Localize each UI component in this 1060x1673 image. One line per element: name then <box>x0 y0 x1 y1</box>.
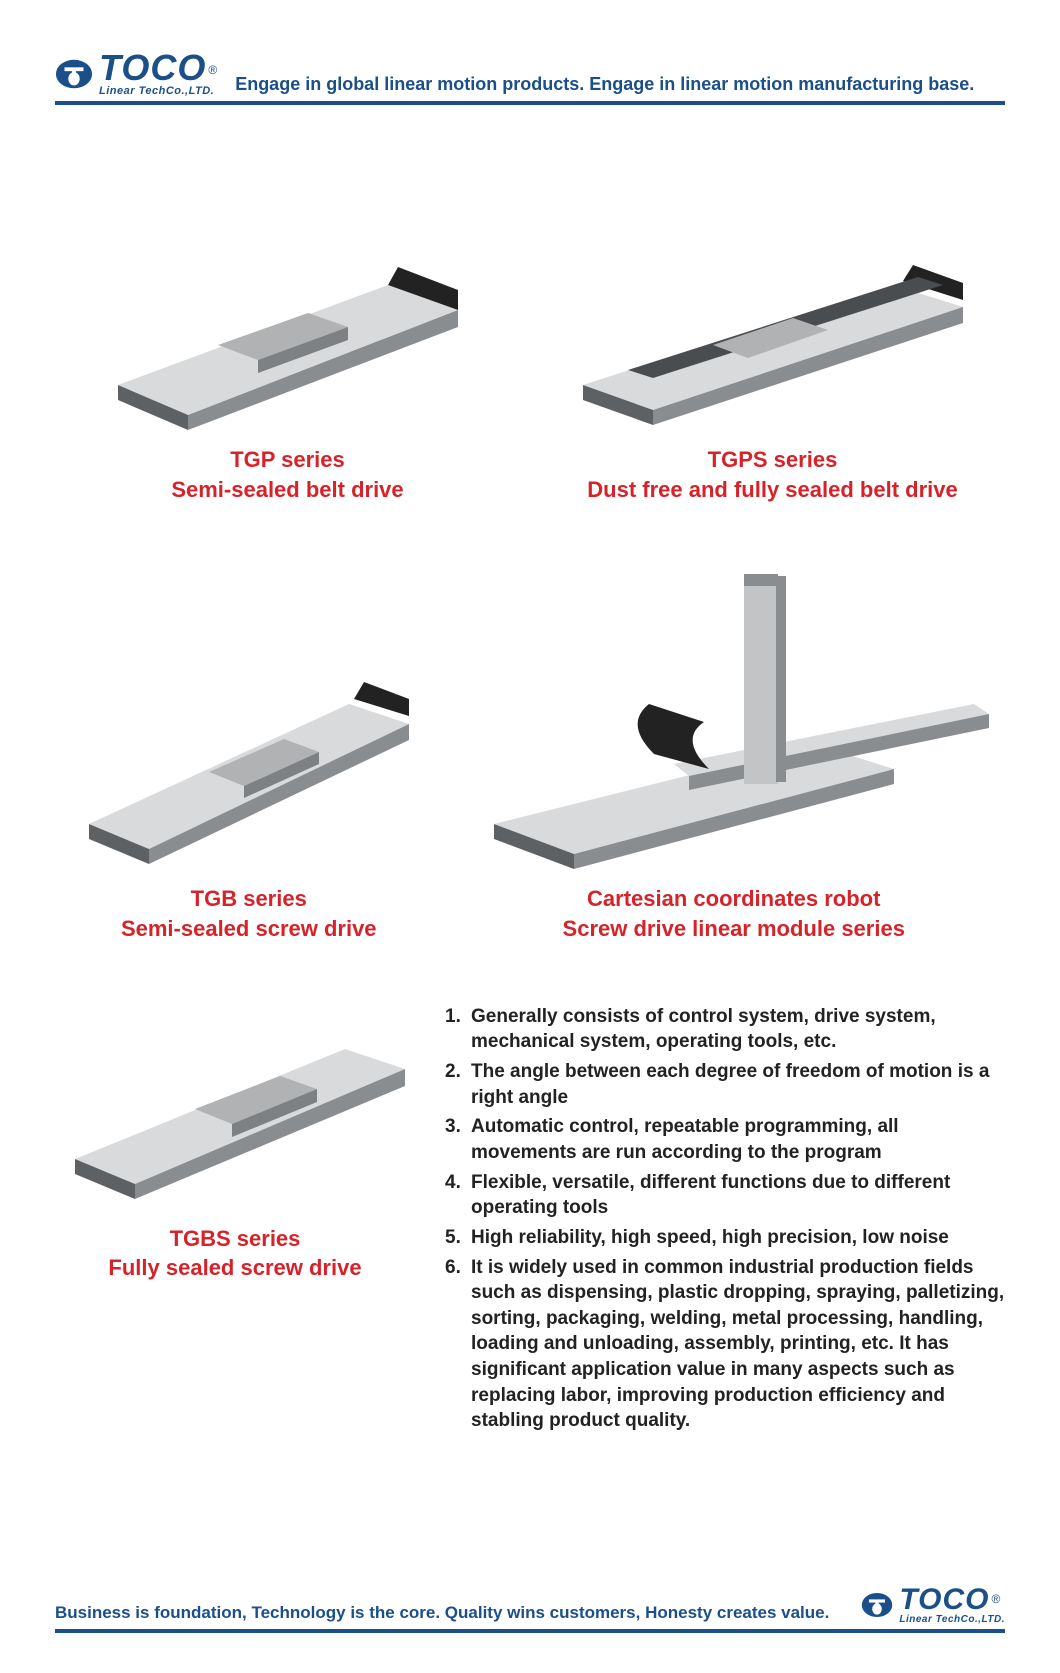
product-title-line2: Semi-sealed belt drive <box>171 477 403 502</box>
product-image <box>55 994 415 1214</box>
feature-text: Flexible, versatile, different functions… <box>471 1170 1005 1221</box>
product-row: TGBS series Fully sealed screw drive 1.G… <box>55 994 1005 1438</box>
feature-item: 1.Generally consists of control system, … <box>445 1004 1005 1055</box>
feature-num: 6. <box>445 1255 471 1434</box>
product-title-line2: Fully sealed screw drive <box>108 1255 361 1280</box>
feature-text: Automatic control, repeatable programmin… <box>471 1114 1005 1165</box>
product-image <box>474 554 994 874</box>
header-tagline: Engage in global linear motion products.… <box>235 74 974 97</box>
brand-icon <box>55 55 93 93</box>
feature-text: It is widely used in common industrial p… <box>471 1255 1005 1434</box>
product-tgp: TGP series Semi-sealed belt drive <box>55 215 520 504</box>
brand-logo: TOCO® Linear TechCo.,LTD. <box>55 50 215 97</box>
brand-name: TOCO <box>99 47 206 88</box>
footer-tagline: Business is foundation, Technology is th… <box>55 1603 829 1625</box>
feature-num: 2. <box>445 1059 471 1110</box>
brand-subtitle: Linear TechCo.,LTD. <box>99 86 215 97</box>
product-title-line1: TGP series <box>230 447 345 472</box>
product-title: TGPS series Dust free and fully sealed b… <box>587 445 957 504</box>
feature-text: Generally consists of control system, dr… <box>471 1004 1005 1055</box>
feature-list: 1.Generally consists of control system, … <box>445 1004 1005 1438</box>
product-title-line2: Dust free and fully sealed belt drive <box>587 477 957 502</box>
product-title: TGB series Semi-sealed screw drive <box>121 884 377 943</box>
feature-num: 3. <box>445 1114 471 1165</box>
footer: Business is foundation, Technology is th… <box>55 1585 1005 1633</box>
feature-text: High reliability, high speed, high preci… <box>471 1225 949 1251</box>
product-image <box>563 235 983 435</box>
product-row: TGB series Semi-sealed screw drive <box>55 554 1005 943</box>
product-row: TGP series Semi-sealed belt drive TGPS s… <box>55 215 1005 504</box>
product-image <box>69 644 429 874</box>
feature-num: 4. <box>445 1170 471 1221</box>
product-tgbs: TGBS series Fully sealed screw drive <box>55 994 415 1283</box>
header: TOCO® Linear TechCo.,LTD. Engage in glob… <box>55 50 1005 105</box>
product-title-line2: Semi-sealed screw drive <box>121 916 377 941</box>
product-title-line1: Cartesian coordinates robot <box>587 886 880 911</box>
brand-icon <box>861 1589 893 1621</box>
product-title: Cartesian coordinates robot Screw drive … <box>563 884 905 943</box>
product-title: TGBS series Fully sealed screw drive <box>108 1224 361 1283</box>
product-tgb: TGB series Semi-sealed screw drive <box>55 644 443 943</box>
product-title-line2: Screw drive linear module series <box>563 916 905 941</box>
brand-subtitle: Linear TechCo.,LTD. <box>899 1615 1005 1625</box>
product-cartesian: Cartesian coordinates robot Screw drive … <box>463 554 1006 943</box>
feature-item: 4.Flexible, versatile, different functio… <box>445 1170 1005 1221</box>
brand-name: TOCO <box>899 1583 989 1616</box>
products-grid: TGP series Semi-sealed belt drive TGPS s… <box>55 215 1005 1438</box>
product-tgps: TGPS series Dust free and fully sealed b… <box>540 235 1005 504</box>
feature-num: 1. <box>445 1004 471 1055</box>
brand-registered: ® <box>992 1592 1001 1606</box>
feature-text: The angle between each degree of freedom… <box>471 1059 1005 1110</box>
product-title: TGP series Semi-sealed belt drive <box>171 445 403 504</box>
feature-item: 6.It is widely used in common industrial… <box>445 1255 1005 1434</box>
feature-num: 5. <box>445 1225 471 1251</box>
brand-logo-footer: TOCO® Linear TechCo.,LTD. <box>861 1585 1005 1625</box>
product-image <box>98 215 478 435</box>
feature-item: 3.Automatic control, repeatable programm… <box>445 1114 1005 1165</box>
product-title-line1: TGPS series <box>708 447 838 472</box>
product-title-line1: TGBS series <box>170 1226 301 1251</box>
feature-item: 2.The angle between each degree of freed… <box>445 1059 1005 1110</box>
brand-registered: ® <box>208 63 217 77</box>
feature-item: 5.High reliability, high speed, high pre… <box>445 1225 1005 1251</box>
product-title-line1: TGB series <box>191 886 307 911</box>
